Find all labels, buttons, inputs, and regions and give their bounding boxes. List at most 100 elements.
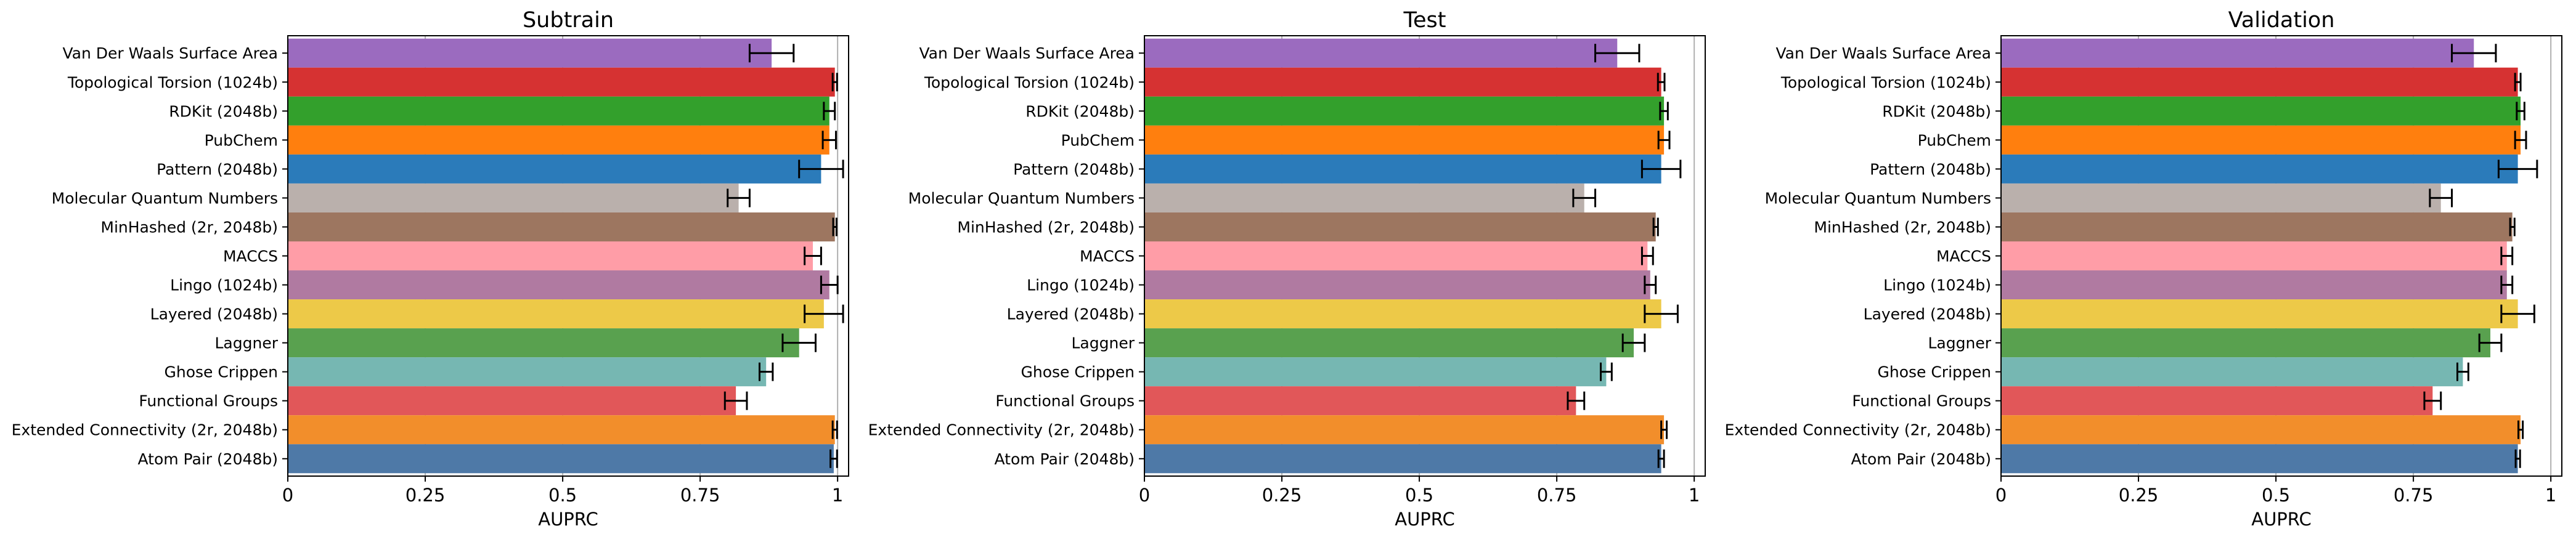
bar (288, 96, 829, 126)
bar (2001, 357, 2463, 387)
bar (2001, 328, 2491, 358)
category-label: Ghose Crippen (164, 363, 278, 381)
category-label: PubChem (205, 131, 278, 149)
bar (288, 444, 834, 474)
bar (1144, 241, 1648, 271)
category-label: RDKit (2048b) (169, 102, 278, 120)
bar (1144, 415, 1665, 445)
category-label: MACCS (223, 248, 278, 265)
category-label: Layered (2048b) (1864, 305, 1991, 323)
bar (2001, 270, 2507, 300)
x-axis-label: AUPRC (2251, 509, 2312, 530)
category-label: Functional Groups (1852, 392, 1991, 410)
bar (288, 415, 835, 445)
plot-frame (287, 35, 849, 477)
category-label: Lingo (1024b) (1027, 277, 1135, 294)
bar (288, 38, 772, 68)
bar (2001, 67, 2518, 97)
bar (1144, 125, 1665, 155)
x-tick-label: 1 (1689, 485, 1700, 506)
x-tick-label: 1 (832, 485, 843, 506)
bar (288, 270, 829, 300)
category-label: MinHashed (2r, 2048b) (957, 218, 1135, 236)
category-label: Extended Connectivity (2r, 2048b) (12, 421, 278, 439)
x-tick-label: 0.5 (2262, 485, 2290, 506)
chart-panel-2: Van Der Waals Surface Area Topological To… (1725, 8, 2562, 530)
category-label: Functional Groups (139, 392, 278, 410)
bar (1144, 212, 1656, 241)
category-label: Extended Connectivity (2r, 2048b) (868, 421, 1135, 439)
x-axis-label: AUPRC (1395, 509, 1455, 530)
category-label: Van Der Waals Surface Area (62, 44, 278, 62)
bar (2001, 299, 2518, 329)
x-tick-label: 0.75 (1537, 485, 1577, 506)
bar (1144, 386, 1576, 416)
bar (288, 67, 835, 97)
bar (288, 154, 821, 184)
bar (2001, 154, 2518, 184)
bar (2001, 125, 2521, 155)
category-label: Topological Torsion (1024b) (924, 73, 1135, 91)
category-label: Extended Connectivity (2r, 2048b) (1725, 421, 1991, 439)
bar (2001, 415, 2521, 445)
x-tick-label: 0 (1139, 485, 1150, 506)
category-label: MACCS (1080, 248, 1135, 265)
category-label: Pattern (2048b) (1870, 160, 1991, 178)
x-axis-label: AUPRC (538, 509, 598, 530)
bar (288, 299, 824, 329)
category-label: Molecular Quantum Numbers (908, 189, 1135, 207)
category-label: Pattern (2048b) (1013, 160, 1135, 178)
chart-title: Validation (2228, 8, 2335, 33)
bar (288, 125, 829, 155)
x-tick-label: 1 (2545, 485, 2556, 506)
category-label: RDKit (2048b) (1882, 102, 1991, 120)
bar (1144, 67, 1661, 97)
bar (288, 241, 813, 271)
bar (2001, 96, 2521, 126)
x-tick-label: 0.25 (406, 485, 446, 506)
plot-frame (2000, 35, 2562, 477)
bar (1144, 96, 1665, 126)
x-tick-label: 0.75 (680, 485, 720, 506)
chart-title: Test (1403, 8, 1446, 33)
x-tick-label: 0.25 (1262, 485, 1302, 506)
category-label: Atom Pair (2048b) (137, 450, 278, 468)
bar (1144, 183, 1584, 212)
category-label: Pattern (2048b) (157, 160, 278, 178)
bar (288, 357, 767, 387)
bar (2001, 386, 2433, 416)
bar (1144, 299, 1661, 329)
category-label: Van Der Waals Surface Area (1775, 44, 1991, 62)
x-tick-label: 0 (282, 485, 293, 506)
category-label: Atom Pair (2048b) (1851, 450, 1991, 468)
bar (2001, 241, 2507, 271)
category-label: Functional Groups (995, 392, 1135, 410)
chart-panel-1: Van Der Waals Surface Area Topological To… (868, 8, 1706, 530)
x-tick-label: 0 (1995, 485, 2007, 506)
category-label: Van Der Waals Surface Area (919, 44, 1135, 62)
category-label: Atom Pair (2048b) (994, 450, 1135, 468)
bar (288, 212, 835, 241)
x-tick-label: 0.5 (548, 485, 577, 506)
x-tick-label: 0.75 (2394, 485, 2434, 506)
bar (2001, 444, 2518, 474)
bar (288, 328, 799, 358)
bar (1144, 38, 1618, 68)
category-label: Lingo (1024b) (170, 277, 278, 294)
category-label: MinHashed (2r, 2048b) (1814, 218, 1991, 236)
category-label: Topological Torsion (1024b) (67, 73, 278, 91)
bar (288, 386, 736, 416)
x-tick-label: 0.5 (1405, 485, 1433, 506)
bar (288, 183, 739, 212)
bar (1144, 444, 1661, 474)
bar (2001, 212, 2513, 241)
bar (1144, 357, 1607, 387)
category-label: Ghose Crippen (1877, 363, 1991, 381)
bar (2001, 183, 2441, 212)
x-tick-label: 0.25 (2119, 485, 2159, 506)
chart-panel-0: Van Der Waals Surface Area Topological To… (12, 8, 849, 530)
category-label: PubChem (1918, 131, 1991, 149)
category-label: Topological Torsion (1024b) (1780, 73, 1991, 91)
category-label: Laggner (1072, 334, 1135, 352)
